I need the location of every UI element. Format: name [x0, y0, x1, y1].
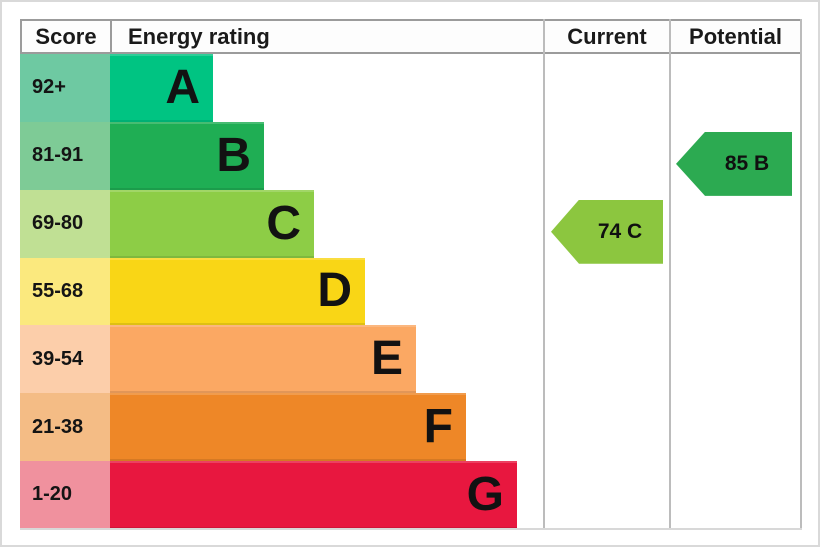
header-potential: Potential [669, 21, 802, 52]
divider-right-edge [800, 19, 802, 529]
band-letter: E [370, 332, 403, 386]
band-bar-g: G [110, 461, 517, 529]
band-letter: G [466, 467, 504, 521]
chart-header-row: Score Energy rating Current Potential [20, 19, 802, 54]
band-letter: C [266, 196, 301, 250]
band-score-range: 39-54 [20, 325, 110, 394]
band-score-range: 81-91 [20, 121, 110, 190]
band-row-e: 39-54 E [20, 325, 802, 394]
band-bar-e: E [110, 325, 416, 394]
band-score-range: 69-80 [20, 189, 110, 258]
header-score: Score [20, 21, 110, 52]
band-score-range: 55-68 [20, 257, 110, 326]
band-row-f: 21-38 F [20, 393, 802, 462]
band-bar-a: A [110, 54, 213, 122]
band-letter: B [216, 128, 251, 182]
band-row-d: 55-68 D [20, 257, 802, 326]
energy-bands: 92+ A 81-91 B 69-80 C 55-68 D 39-54 E 21-38 F 1-20 G [20, 54, 802, 529]
band-bar-d: D [110, 257, 365, 326]
band-row-c: 69-80 C [20, 189, 802, 258]
divider-current-column [543, 19, 545, 529]
header-current: Current [543, 21, 669, 52]
potential-rating-label: 85 B [724, 151, 770, 175]
band-bar-b: B [110, 121, 264, 190]
band-letter: A [165, 60, 200, 114]
band-score-range: 21-38 [20, 393, 110, 462]
chart-bottom-border [20, 528, 802, 530]
band-letter: D [317, 264, 352, 318]
header-energy-rating: Energy rating [110, 21, 543, 52]
current-rating-arrow: 74 C [551, 199, 663, 264]
current-rating-label: 74 C [597, 219, 643, 243]
band-letter: F [423, 400, 453, 454]
band-score-range: 92+ [20, 54, 110, 122]
band-row-g: 1-20 G [20, 461, 802, 529]
band-row-b: 81-91 B [20, 121, 802, 190]
divider-potential-column [669, 19, 671, 529]
band-bar-c: C [110, 189, 314, 258]
band-row-a: 92+ A [20, 54, 802, 122]
band-score-range: 1-20 [20, 461, 110, 529]
band-bar-f: F [110, 393, 466, 462]
